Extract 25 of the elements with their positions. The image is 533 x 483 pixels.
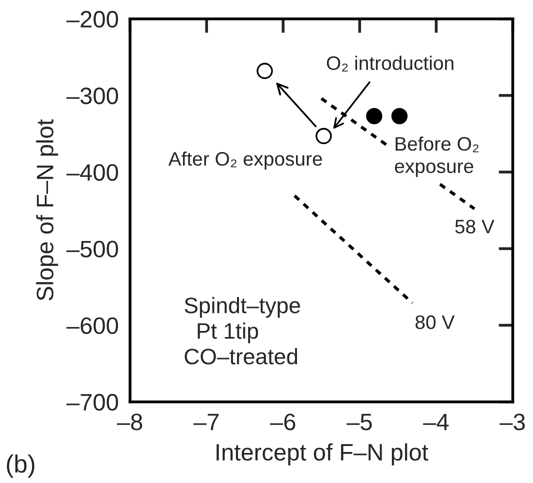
- point: [366, 108, 382, 124]
- x-tick-label: –8: [116, 414, 142, 430]
- x-tick-label: –4: [423, 414, 449, 430]
- x-tick-label: –6: [270, 414, 296, 430]
- y-tick-label: –700: [66, 394, 118, 411]
- y-tick-label: –400: [66, 164, 118, 181]
- annotation: Before O₂ exposure: [394, 136, 479, 177]
- point: [256, 62, 273, 80]
- annotation: After O₂ exposure: [168, 152, 322, 170]
- text: (b): [6, 454, 34, 478]
- x-axis-title: Intercept of F–N plot: [216, 443, 428, 466]
- x-tick-label: –5: [346, 414, 372, 430]
- annotation: 80 V: [416, 315, 455, 330]
- annotation: 58 V: [455, 220, 494, 234]
- y-tick-label: –300: [66, 88, 118, 104]
- y-axis-title: Slope of F–N plot: [36, 119, 58, 300]
- x-tick-label: –7: [193, 414, 219, 430]
- annotation: Spindt–type Pt 1tip CO–treated: [184, 297, 300, 364]
- point: [391, 108, 408, 124]
- point: [316, 128, 332, 144]
- y-tick-label: –500: [66, 240, 118, 258]
- x-tick-label: –3: [500, 414, 525, 430]
- y-tick-label: –200: [66, 10, 118, 28]
- y-tick-label: –600: [66, 317, 118, 334]
- annotation: O₂ introduction: [326, 56, 454, 72]
